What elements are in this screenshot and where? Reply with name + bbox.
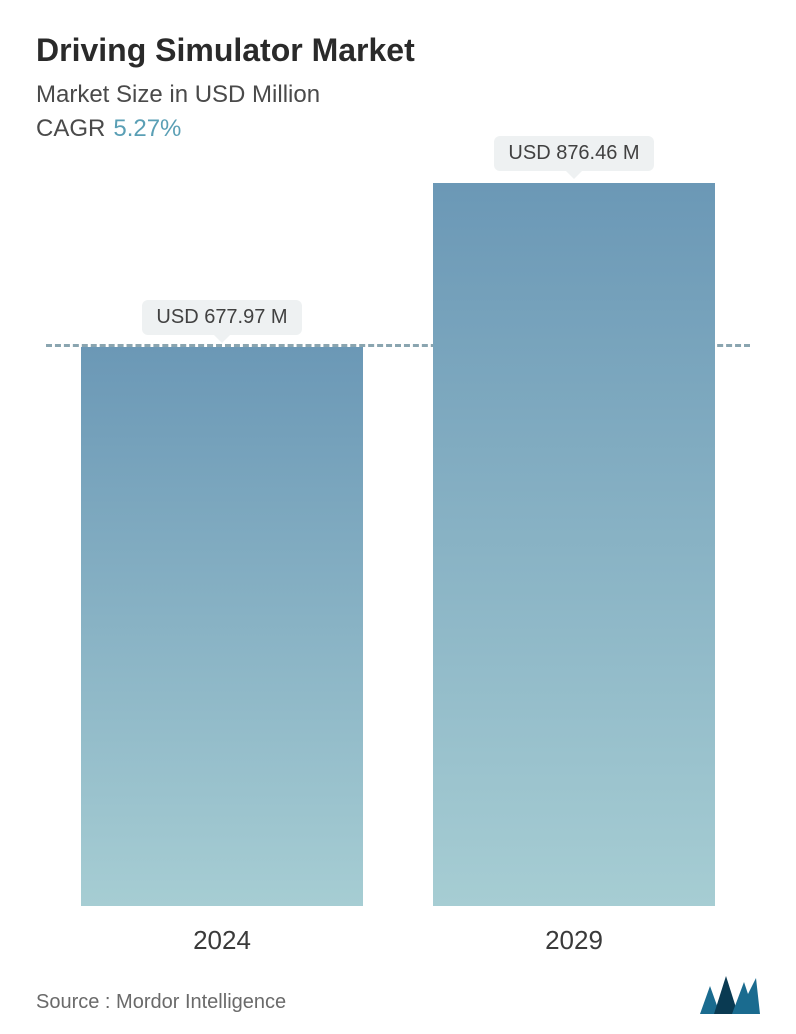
chart-footer: Source : Mordor Intelligence xyxy=(36,966,760,1014)
source-text: Source : Mordor Intelligence xyxy=(36,991,286,1014)
bar-value-label: USD 876.46 M xyxy=(494,136,653,171)
chart-plot-area: USD 677.97 M USD 876.46 M 2024 2029 xyxy=(46,183,750,966)
x-axis-label: 2024 xyxy=(81,925,363,956)
bar-group: USD 677.97 M xyxy=(81,183,363,906)
bar xyxy=(81,347,363,906)
cagr-label: CAGR xyxy=(36,115,105,142)
chart-subtitle: Market Size in USD Million xyxy=(36,81,760,109)
bar-value-label: USD 677.97 M xyxy=(142,300,301,335)
cagr-value: 5.27% xyxy=(113,115,181,142)
chart-container: Driving Simulator Market Market Size in … xyxy=(0,0,796,1034)
bar-group: USD 876.46 M xyxy=(433,183,715,906)
bars-wrapper: USD 677.97 M USD 876.46 M xyxy=(46,183,750,906)
x-axis-label: 2029 xyxy=(433,925,715,956)
logo-icon xyxy=(700,976,760,1014)
bar xyxy=(433,183,715,906)
chart-title: Driving Simulator Market xyxy=(36,32,760,69)
x-axis-labels: 2024 2029 xyxy=(46,925,750,956)
